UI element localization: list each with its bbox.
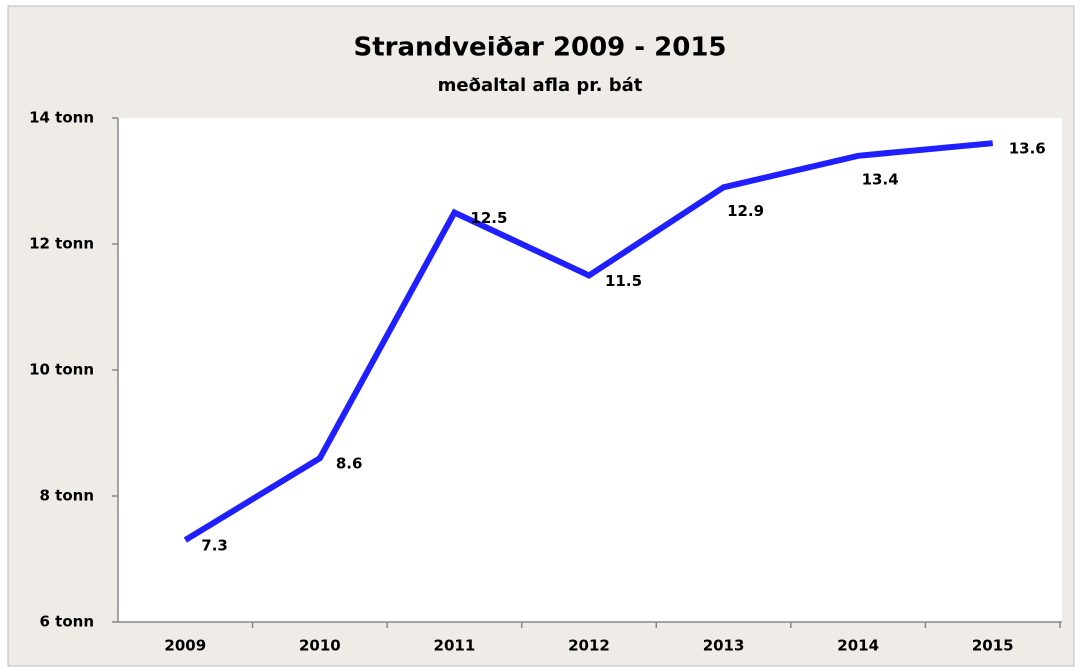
y-tick-label: 12 tonn: [29, 235, 94, 253]
data-label: 11.5: [605, 272, 642, 290]
y-tick-label: 6 tonn: [40, 613, 95, 631]
y-tick-label: 14 tonn: [29, 109, 94, 127]
x-tick-label: 2009: [164, 637, 206, 655]
y-tick-label: 8 tonn: [40, 487, 95, 505]
data-label: 7.3: [201, 537, 228, 555]
x-tick-label: 2015: [972, 637, 1014, 655]
line: [183, 140, 993, 543]
data-label: 12.5: [470, 209, 507, 227]
x-tick-label: 2013: [703, 637, 745, 655]
x-tick-label: 2012: [568, 637, 610, 655]
y-tick-label: 10 tonn: [29, 361, 94, 379]
chart-subtitle: meðaltal afla pr. bát: [438, 75, 643, 96]
x-tick-label: 2010: [299, 637, 341, 655]
data-label: 8.6: [336, 455, 363, 473]
x-tick-label: 2011: [434, 637, 476, 655]
data-label: 13.6: [1009, 140, 1046, 158]
plot-area: [118, 118, 1062, 622]
x-tick-label: 2014: [837, 637, 879, 655]
data-label: 13.4: [862, 170, 899, 188]
chart-title: Strandveiðar 2009 - 2015: [353, 33, 726, 63]
data-label: 12.9: [727, 202, 764, 220]
